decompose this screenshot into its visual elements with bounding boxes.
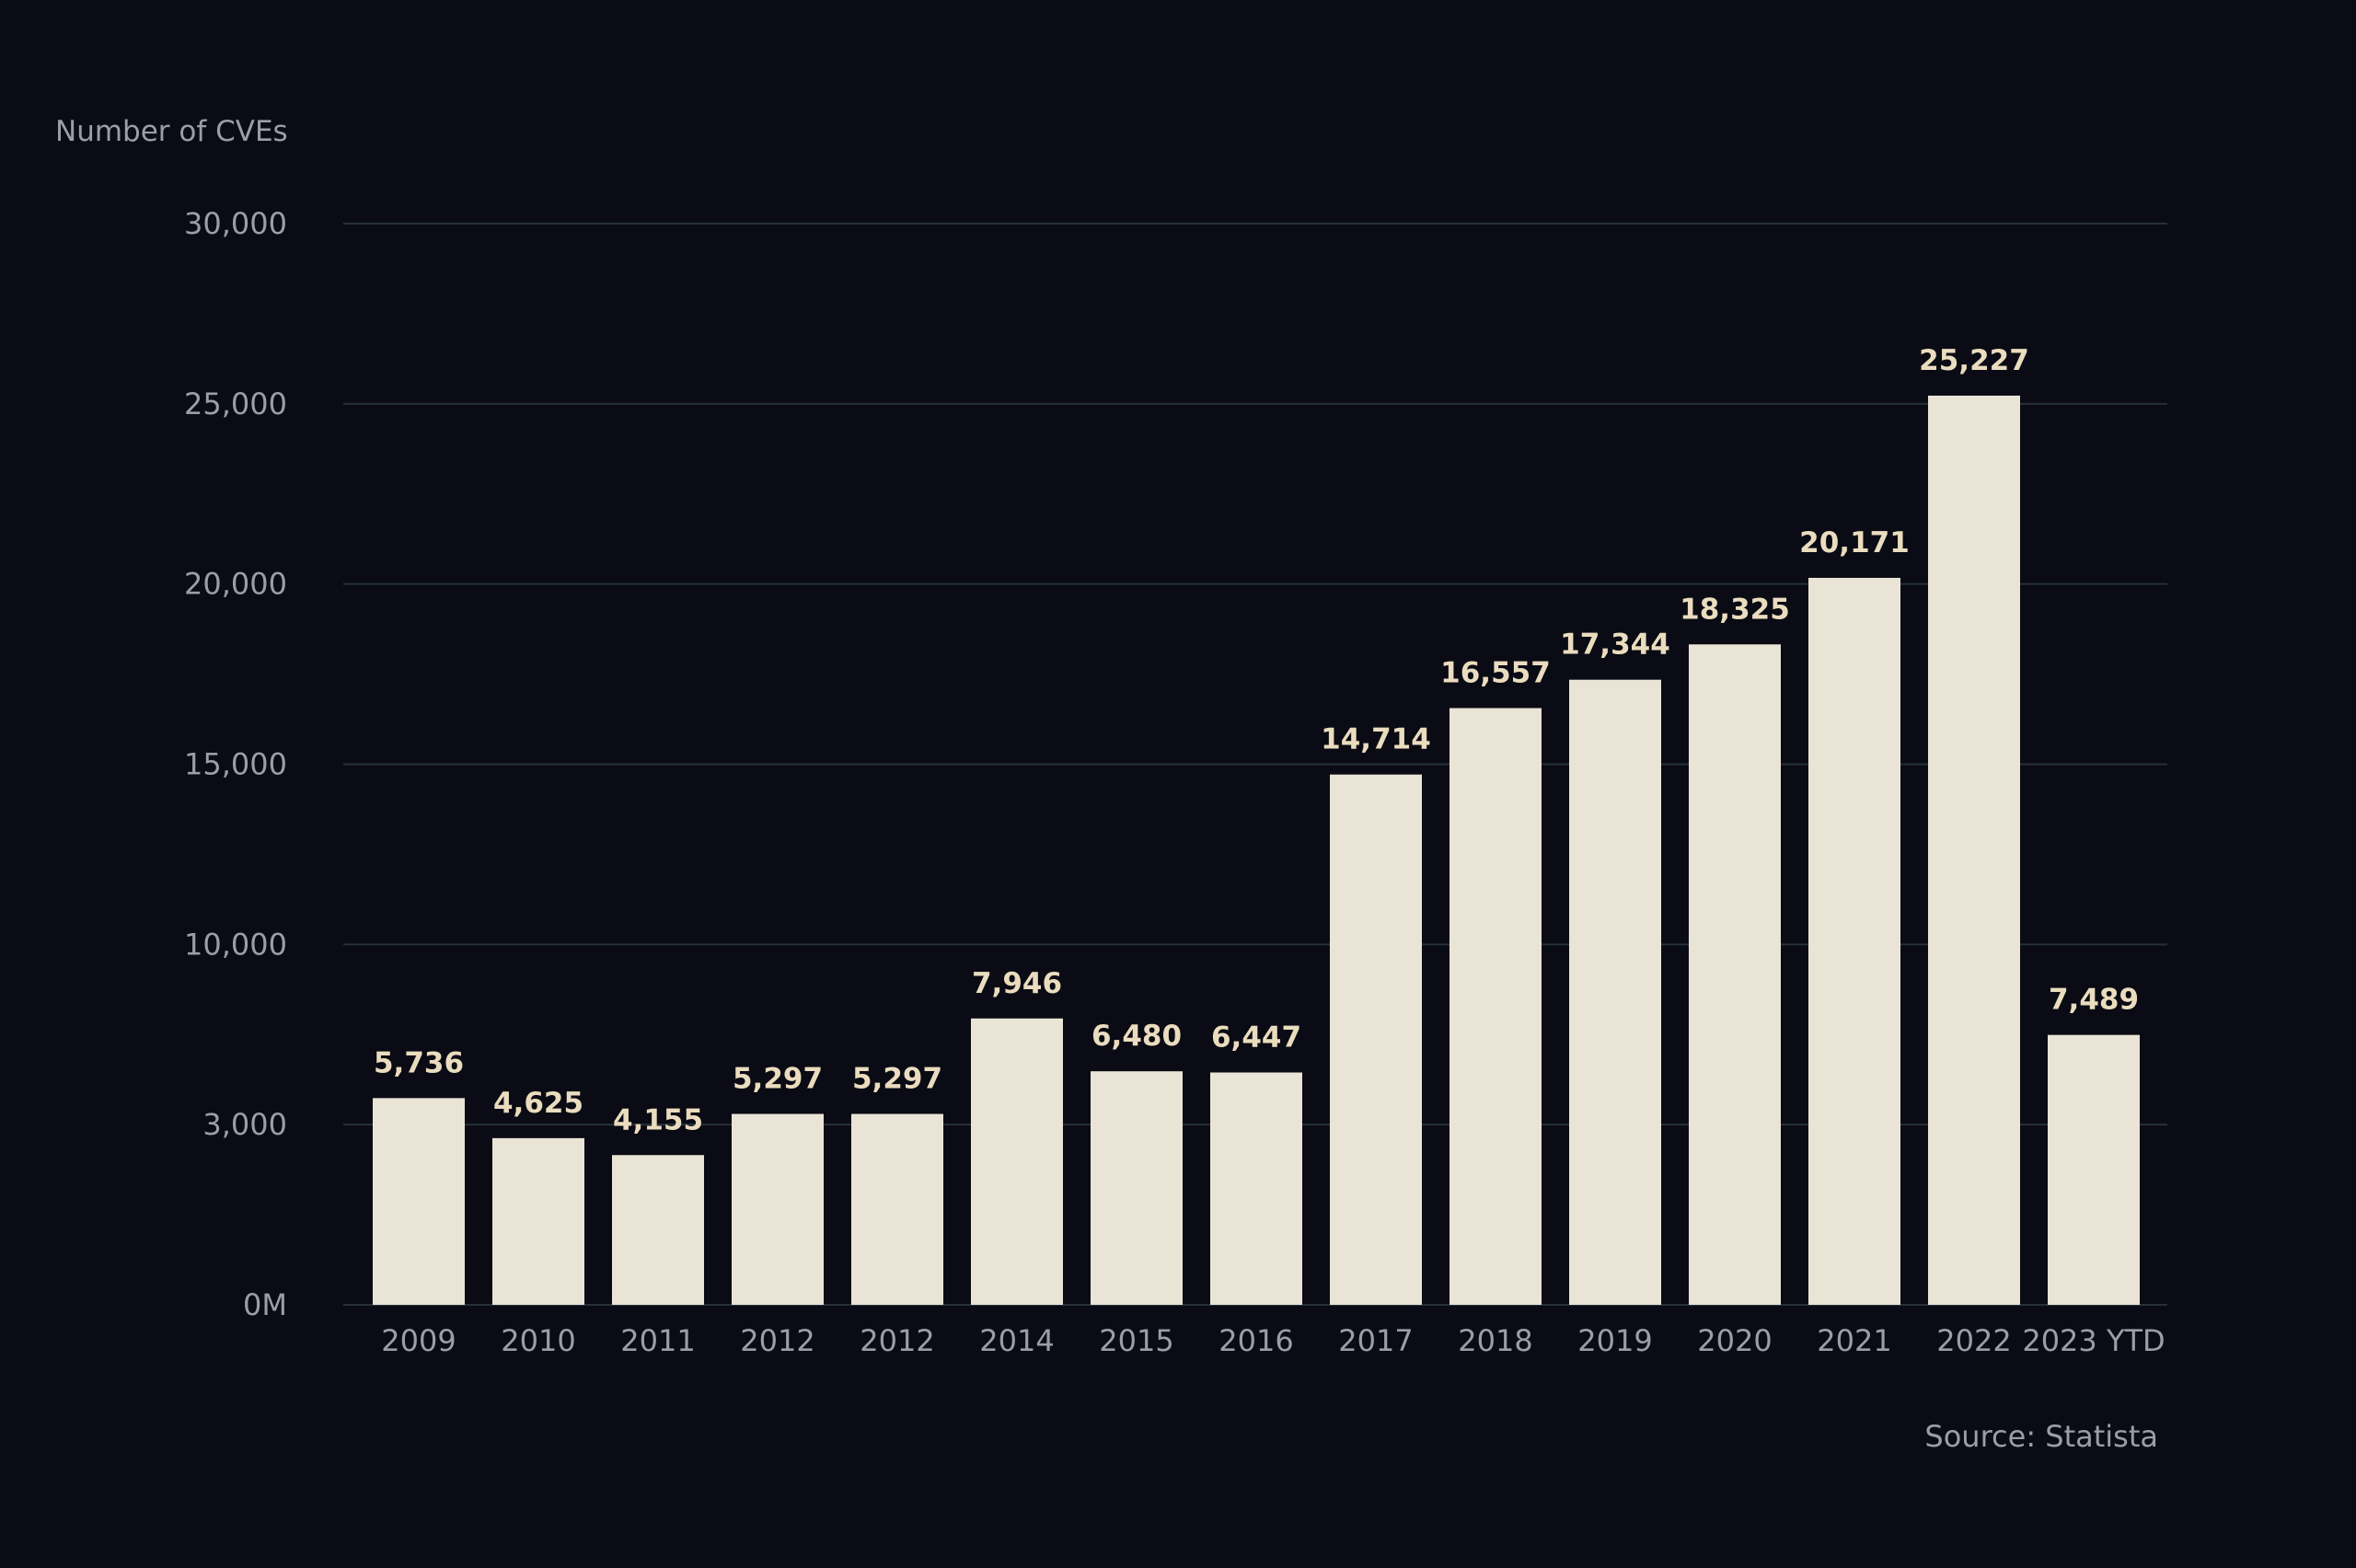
data-label: 7,946: [972, 967, 1062, 1000]
bar: [1091, 1071, 1183, 1305]
data-label: 20,171: [1799, 526, 1910, 559]
y-tick-label: 15,000: [184, 747, 287, 782]
y-tick-label: 30,000: [184, 206, 287, 241]
bar: [971, 1018, 1063, 1305]
x-tick-label: 2020: [1697, 1323, 1772, 1358]
data-label: 17,344: [1560, 628, 1670, 662]
data-label: 5,297: [852, 1063, 942, 1096]
data-label: 4,625: [493, 1087, 583, 1120]
bar: [1808, 577, 1900, 1305]
data-label: 18,325: [1680, 593, 1790, 626]
data-label: 7,489: [2049, 984, 2139, 1017]
data-label: 5,736: [374, 1046, 464, 1079]
bar: [1330, 774, 1422, 1305]
y-tick-label: 3,000: [202, 1107, 287, 1142]
bar: [1210, 1072, 1302, 1305]
bar: [612, 1155, 704, 1305]
x-tick-label: 2017: [1338, 1323, 1413, 1358]
bar: [373, 1098, 465, 1305]
data-label: 25,227: [1919, 344, 2029, 377]
data-label: 6,480: [1091, 1020, 1182, 1053]
y-tick-labels: 0M 3,000 10,000 15,000 20,000 25,000 30,000: [184, 206, 287, 1322]
x-tick-label: 2018: [1458, 1323, 1532, 1358]
x-tick-label: 2012: [740, 1323, 814, 1358]
y-tick-label: 10,000: [184, 927, 287, 962]
bar: [1569, 679, 1661, 1305]
gridlines: [343, 223, 2167, 1306]
y-tick-label: 0M: [243, 1287, 287, 1322]
x-tick-label: 2011: [620, 1323, 695, 1358]
data-label: 4,155: [613, 1103, 703, 1136]
x-tick-label: 2014: [979, 1323, 1054, 1358]
x-tick-label: 2010: [501, 1323, 575, 1358]
bar: [851, 1113, 943, 1305]
bar: [2048, 1034, 2140, 1305]
bar: [1689, 644, 1781, 1305]
x-tick-label: 2012: [860, 1323, 934, 1358]
bar: [492, 1137, 584, 1305]
y-tick-label: 25,000: [184, 386, 287, 421]
data-labels: 5,736 4,625 4,155 5,297 5,297 7,946 6,480 6,447…: [374, 344, 2139, 1136]
x-tick-labels: 2009 2010 2011 2012 2012 2014 2015 2016 2017 2018…: [381, 1323, 2165, 1358]
data-label: 14,714: [1321, 723, 1431, 756]
x-tick-label: 2019: [1577, 1323, 1652, 1358]
y-axis-label: Number of CVEs: [55, 115, 288, 148]
x-tick-label: 2021: [1817, 1323, 1891, 1358]
data-label: 5,297: [733, 1063, 823, 1096]
bars: [373, 395, 2140, 1305]
bar: [1449, 708, 1542, 1305]
x-tick-label: 2023 YTD: [2022, 1323, 2165, 1358]
y-tick-label: 20,000: [184, 567, 287, 602]
data-label: 6,447: [1211, 1020, 1301, 1054]
x-tick-label: 2016: [1218, 1323, 1293, 1358]
x-tick-label: 2015: [1099, 1323, 1173, 1358]
bar: [732, 1113, 824, 1305]
source-note: Source: Statista: [1924, 1419, 2158, 1454]
data-label: 16,557: [1440, 657, 1551, 690]
x-tick-label: 2009: [381, 1323, 456, 1358]
x-tick-label: 2022: [1936, 1323, 2011, 1358]
bar: [1928, 395, 2020, 1305]
